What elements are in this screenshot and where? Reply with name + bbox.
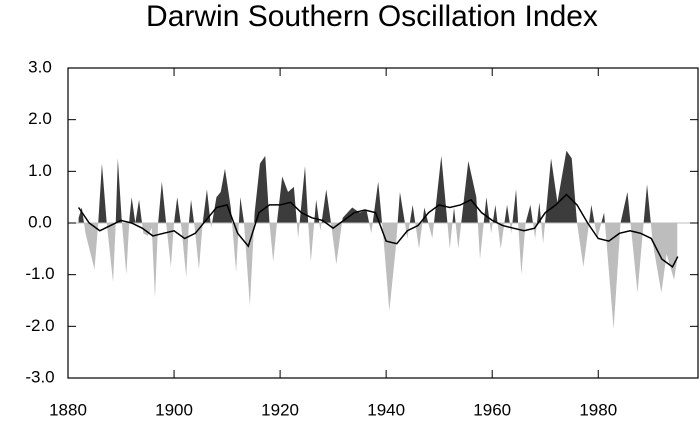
y-tick-label: -2.0 xyxy=(25,316,54,335)
chart-title: Darwin Southern Oscillation Index xyxy=(146,0,598,33)
y-tick-label: 1.0 xyxy=(28,161,52,180)
x-tick-label: 1920 xyxy=(261,400,299,419)
y-tick-label: -1.0 xyxy=(25,264,54,283)
y-tick-label: 3.0 xyxy=(28,57,52,76)
x-tick-label: 1960 xyxy=(473,400,511,419)
y-tick-label: 0.0 xyxy=(28,212,52,231)
x-tick-label: 1980 xyxy=(579,400,617,419)
x-tick-label: 1880 xyxy=(49,400,87,419)
trend-line xyxy=(77,193,679,269)
area-above xyxy=(78,150,678,223)
x-tick-label: 1940 xyxy=(367,400,405,419)
y-tick-label: 2.0 xyxy=(28,109,52,128)
area-below xyxy=(78,223,678,329)
y-tick-label: -3.0 xyxy=(25,367,54,386)
x-tick-label: 1900 xyxy=(155,400,193,419)
